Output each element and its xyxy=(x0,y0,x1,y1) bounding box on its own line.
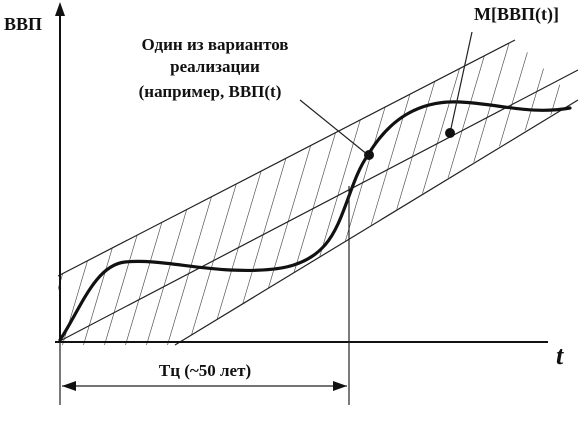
hatch-line xyxy=(312,40,409,345)
hatch-line xyxy=(81,40,178,345)
variant-label-line1: Один из вариантов xyxy=(142,35,289,54)
mean-point xyxy=(445,128,455,138)
hatch-line xyxy=(459,40,556,345)
hatch-line xyxy=(207,40,304,345)
variant-leader-line xyxy=(299,99,369,156)
hatch-line xyxy=(60,40,157,345)
y-axis-label: ВВП xyxy=(4,14,42,34)
hatch-line xyxy=(291,40,388,345)
variant-label-line3: (например, ВВП(t) xyxy=(139,82,282,101)
band-lower-line xyxy=(174,99,579,346)
hatch-line xyxy=(186,40,283,345)
period-arrow-right xyxy=(333,381,347,391)
hatch-line xyxy=(375,40,472,345)
band-hatching xyxy=(58,40,575,345)
hatch-line xyxy=(501,40,575,345)
hatch-line xyxy=(417,40,514,345)
hatch-line xyxy=(102,40,199,345)
variant-point xyxy=(364,150,374,160)
x-axis-label: t xyxy=(556,341,564,370)
y-axis-arrow xyxy=(55,2,65,16)
hatch-line xyxy=(228,40,325,345)
hatch-line xyxy=(249,40,346,345)
hatch-line xyxy=(522,40,575,345)
hatch-line xyxy=(564,40,575,345)
hatch-line xyxy=(123,40,220,345)
mean-trend-line xyxy=(57,69,579,343)
mean-leader-line xyxy=(449,31,473,134)
period-label: Tц (~50 лет) xyxy=(159,361,251,380)
hatch-line xyxy=(438,40,535,345)
variant-label-line2: реализации xyxy=(170,57,260,76)
hatch-line xyxy=(396,40,493,345)
period-arrow-left xyxy=(62,381,76,391)
band-upper-line xyxy=(57,39,516,277)
gdp-realization-curve xyxy=(58,100,572,342)
hatch-line xyxy=(354,40,451,345)
mean-label: M[ВВП(t)] xyxy=(474,4,559,25)
hatch-line xyxy=(58,40,136,345)
hatch-line xyxy=(543,40,575,345)
